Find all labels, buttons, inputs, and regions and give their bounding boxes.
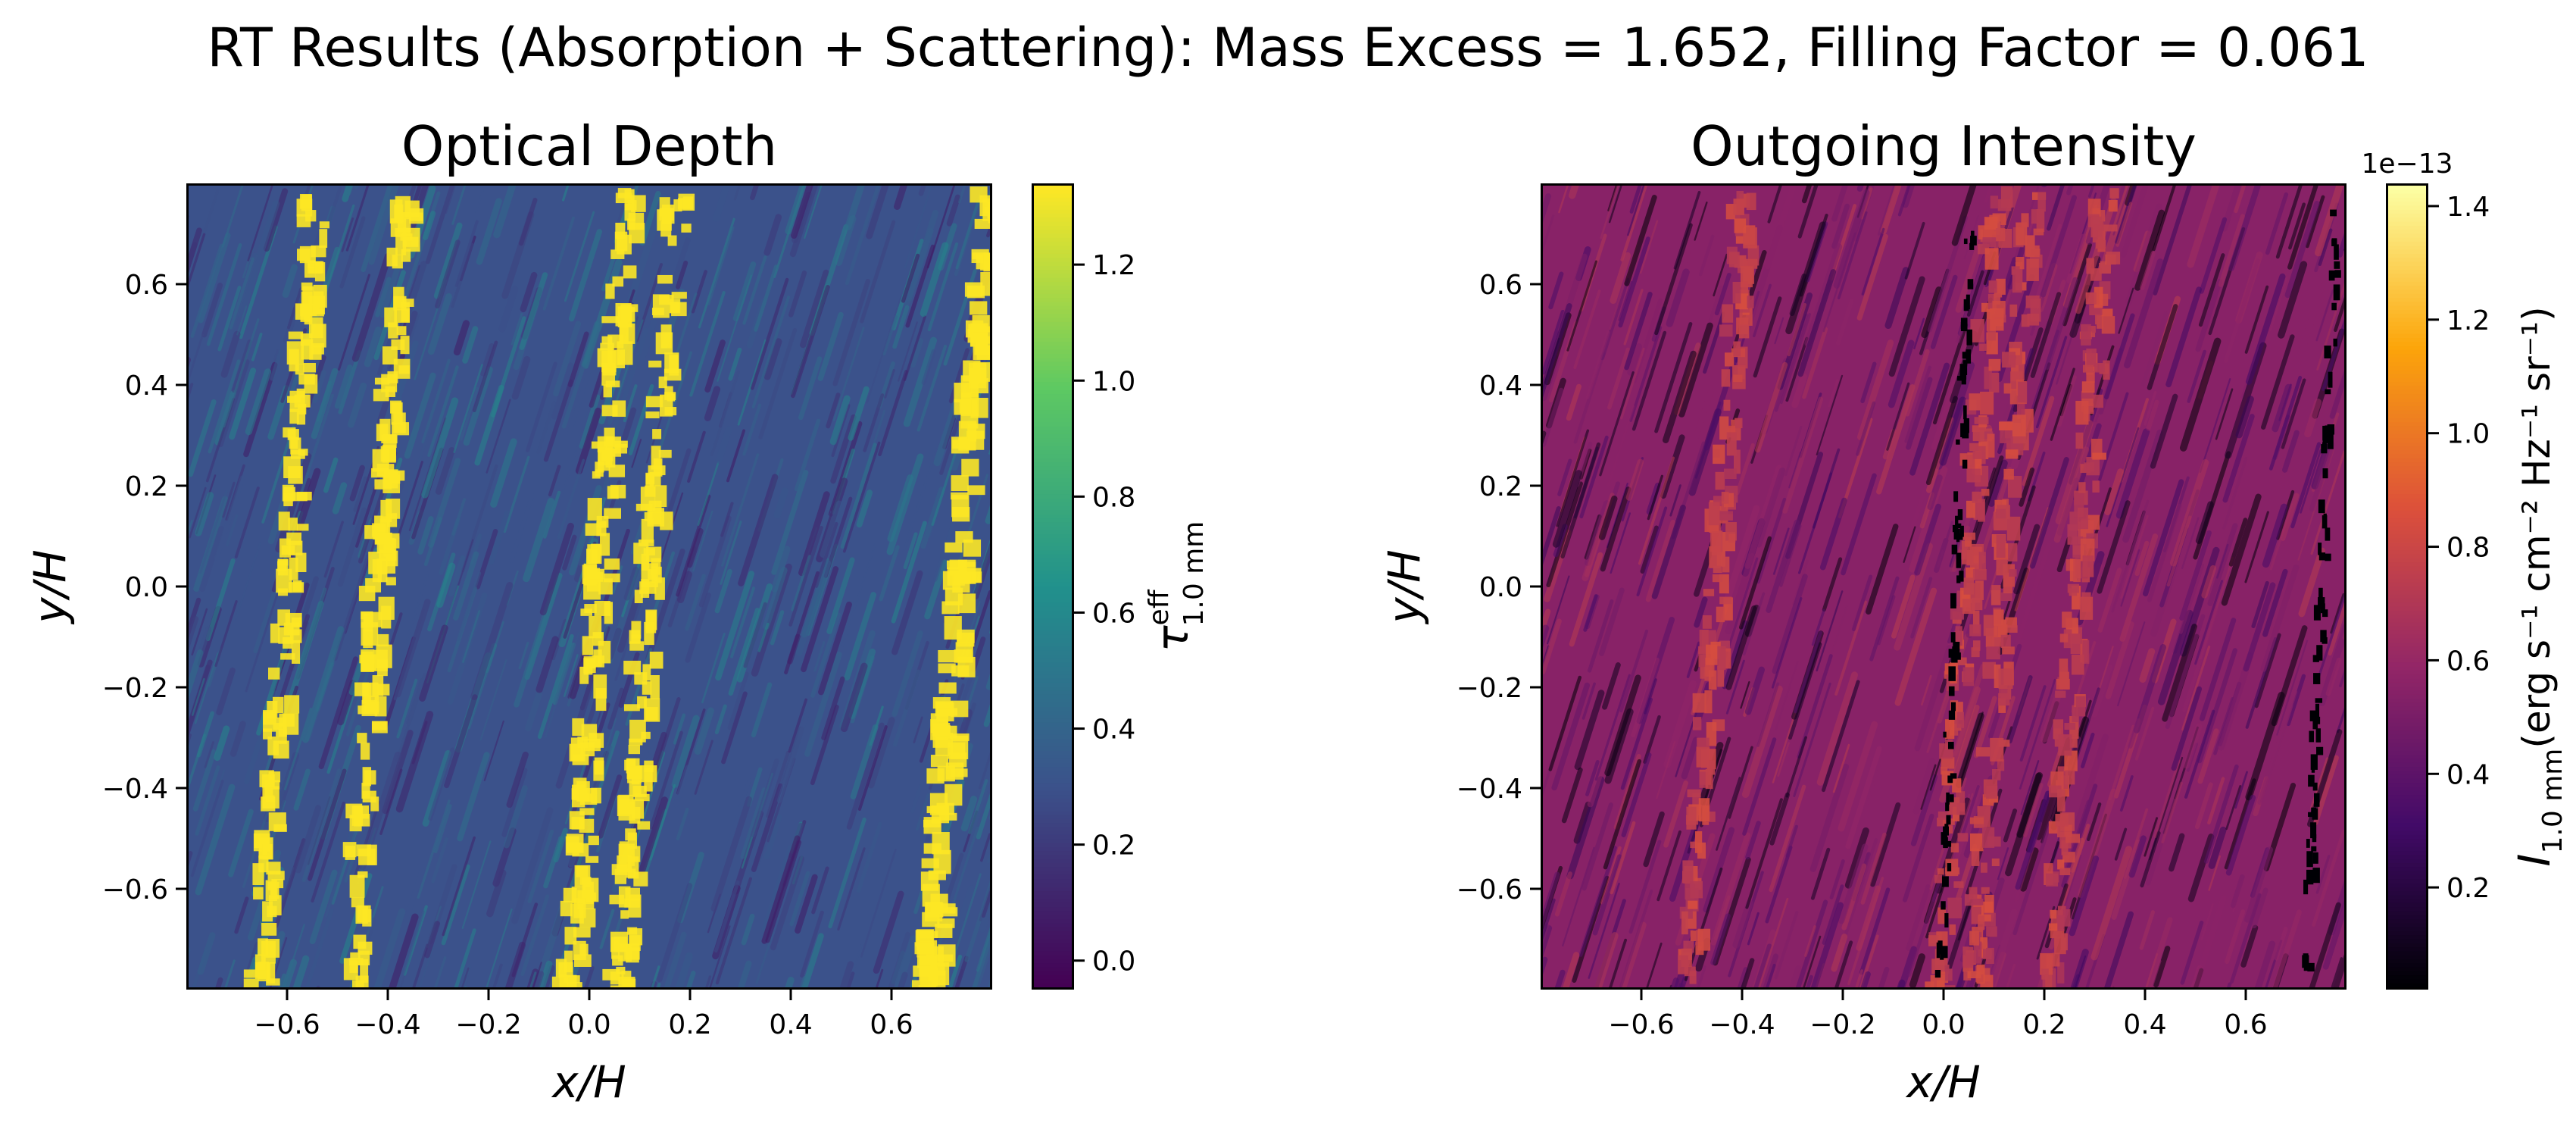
- xtick-label: 0.0: [567, 1009, 610, 1040]
- colorbar-tick-label: 1.0: [1092, 366, 1135, 397]
- xtick-label: −0.4: [1709, 1009, 1775, 1040]
- colorbar-tick-label: 0.6: [2446, 646, 2490, 677]
- xtick-label: −0.2: [1809, 1009, 1875, 1040]
- ytick-label: 0.2: [125, 471, 168, 502]
- y-axis-label: y/H: [1379, 549, 1430, 624]
- xtick-label: 0.0: [1922, 1009, 1965, 1040]
- colorbar-tick-label: 1.4: [2446, 192, 2490, 223]
- heatmap-optical-depth: [186, 183, 992, 990]
- xtick-label: 0.4: [2123, 1009, 2166, 1040]
- xtick-label: −0.6: [1608, 1009, 1674, 1040]
- ytick-label: −0.2: [1457, 673, 1522, 704]
- ytick-label: −0.6: [102, 874, 168, 905]
- colorbar-label: τeff 1.0 mm: [1144, 521, 1210, 652]
- x-axis-label: x/H: [1905, 1056, 1980, 1108]
- x-axis-label: x/H: [551, 1056, 626, 1108]
- ytick-label: 0.2: [1479, 471, 1522, 502]
- xtick-label: 0.6: [870, 1009, 913, 1040]
- xtick-label: 0.2: [2022, 1009, 2065, 1040]
- colorbar-tick-label: 0.6: [1092, 598, 1135, 629]
- xtick-label: −0.4: [354, 1009, 420, 1040]
- colorbar-optical-depth: [1032, 183, 1074, 990]
- ytick-label: −0.4: [1457, 774, 1522, 805]
- ytick-label: 0.6: [1479, 270, 1522, 301]
- ytick-label: 0.0: [125, 572, 168, 603]
- colorbar-tick-label: 0.8: [1092, 482, 1135, 513]
- colorbar-offset-text: 1e−13: [2361, 149, 2453, 180]
- heatmap-outgoing-intensity: [1541, 183, 2347, 990]
- colorbar-tick-label: 0.2: [2446, 873, 2490, 904]
- figure-suptitle: RT Results (Absorption + Scattering): Ma…: [207, 17, 2369, 79]
- ytick-label: −0.2: [102, 673, 168, 704]
- colorbar-tick-label: 1.2: [1092, 250, 1135, 281]
- colorbar-tick-label: 0.4: [1092, 715, 1135, 746]
- colorbar-label: I1.0 mm(erg s⁻¹ cm⁻² Hz⁻¹ sr⁻¹): [2509, 306, 2568, 866]
- ytick-label: 0.6: [125, 270, 168, 301]
- colorbar-outgoing-intensity: [2386, 183, 2428, 990]
- colorbar-tick-label: 0.4: [2446, 759, 2490, 790]
- xtick-label: 0.6: [2224, 1009, 2267, 1040]
- panel-title-optical-depth: Optical Depth: [401, 114, 778, 178]
- xtick-label: −0.2: [455, 1009, 521, 1040]
- ytick-label: 0.0: [1479, 572, 1522, 603]
- ytick-label: 0.4: [125, 371, 168, 402]
- colorbar-tick-label: 1.0: [2446, 419, 2490, 450]
- colorbar-tick-label: 0.0: [1092, 946, 1135, 977]
- xtick-label: 0.2: [668, 1009, 711, 1040]
- xtick-label: −0.6: [254, 1009, 320, 1040]
- ytick-label: −0.6: [1457, 874, 1522, 905]
- ytick-label: −0.4: [102, 774, 168, 805]
- panel-title-outgoing-intensity: Outgoing Intensity: [1691, 114, 2197, 178]
- xtick-label: 0.4: [769, 1009, 812, 1040]
- colorbar-tick-label: 1.2: [2446, 305, 2490, 336]
- ytick-label: 0.4: [1479, 371, 1522, 402]
- y-axis-label: y/H: [24, 549, 76, 624]
- colorbar-tick-label: 0.2: [1092, 830, 1135, 862]
- colorbar-tick-label: 0.8: [2446, 533, 2490, 564]
